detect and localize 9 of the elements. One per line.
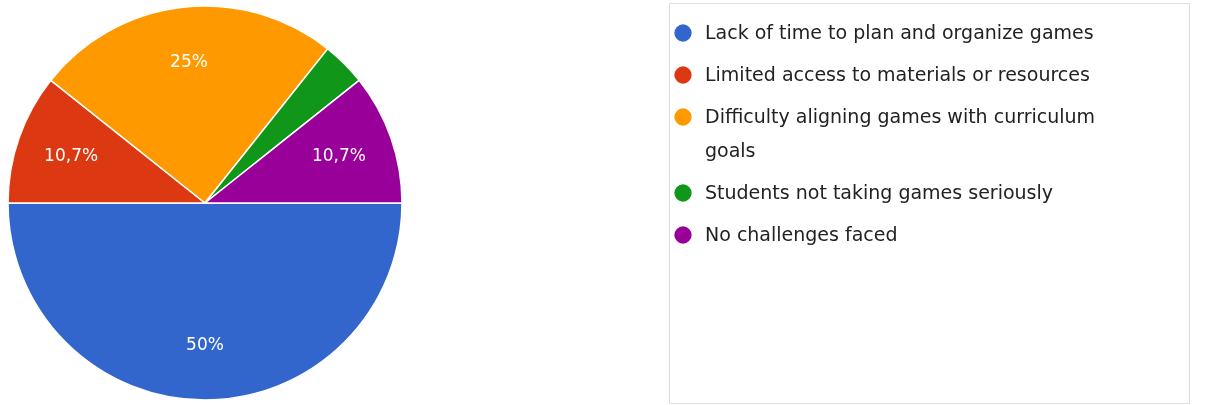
legend-label: No challenges faced [705,223,898,245]
data-label: 50% [186,333,224,354]
data-label: 25% [170,51,208,72]
data-label: 10,7% [44,145,99,166]
legend-label: Limited access to materials or resources [705,63,1090,85]
legend-label: Students not taking games seriously [705,181,1054,203]
legend-label: Difficulty aligning games with curriculum goals [705,105,1096,161]
legend-label: Lack of time to plan and organize games [705,21,1094,43]
data-label: 10,7% [311,145,366,166]
